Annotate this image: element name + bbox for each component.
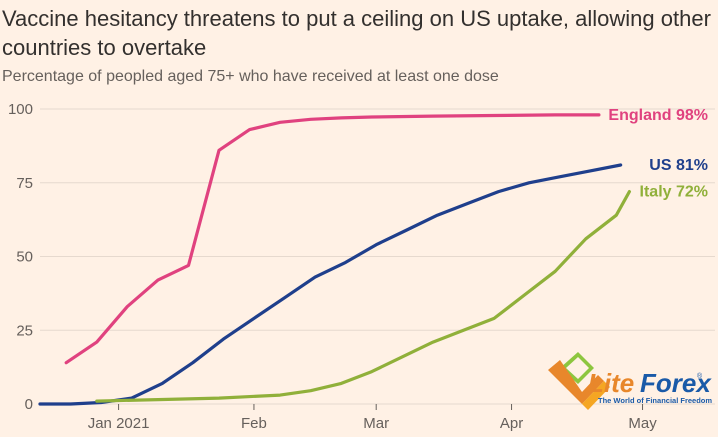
- watermark-tagline: The World of Financial Freedom: [598, 396, 712, 405]
- watermark-forex: Forex: [640, 368, 712, 398]
- grid-layer: 0 25 50 75 100 Jan 2021 Feb Mar Apr May: [8, 101, 715, 432]
- y-tick-label-25: 25: [16, 322, 33, 339]
- series-line-us: [38, 163, 623, 406]
- chart-title: Vaccine hesitancy threatens to put a cei…: [2, 6, 711, 60]
- x-tick-label-0: Jan 2021: [88, 415, 150, 432]
- watermark-lite: Lite: [588, 368, 634, 398]
- liteforex-logo-icon: [548, 352, 610, 410]
- x-tick-label-3: Apr: [500, 415, 523, 432]
- series-line-england: [64, 113, 601, 365]
- series-line-italy: [95, 190, 631, 403]
- y-tick-label-50: 50: [16, 249, 33, 266]
- series-label-england: England 98%: [608, 107, 708, 124]
- liteforex-watermark: Lite Forex ® The World of Financial Free…: [548, 352, 712, 410]
- y-tick-label-0: 0: [25, 396, 33, 413]
- y-tick-label-100: 100: [8, 101, 33, 118]
- label-layer: England 98% US 81% Italy 72%: [608, 107, 708, 201]
- series-layer: [38, 113, 631, 406]
- series-label-us: US 81%: [649, 157, 708, 174]
- x-tick-label-1: Feb: [241, 415, 267, 432]
- chart-subtitle: Percentage of peopled aged 75+ who have …: [2, 68, 499, 85]
- watermark-registered: ®: [697, 372, 703, 380]
- y-tick-label-75: 75: [16, 175, 33, 192]
- x-tick-label-4: May: [628, 415, 657, 432]
- series-label-italy: Italy 72%: [640, 184, 708, 201]
- x-tick-label-2: Mar: [363, 415, 389, 432]
